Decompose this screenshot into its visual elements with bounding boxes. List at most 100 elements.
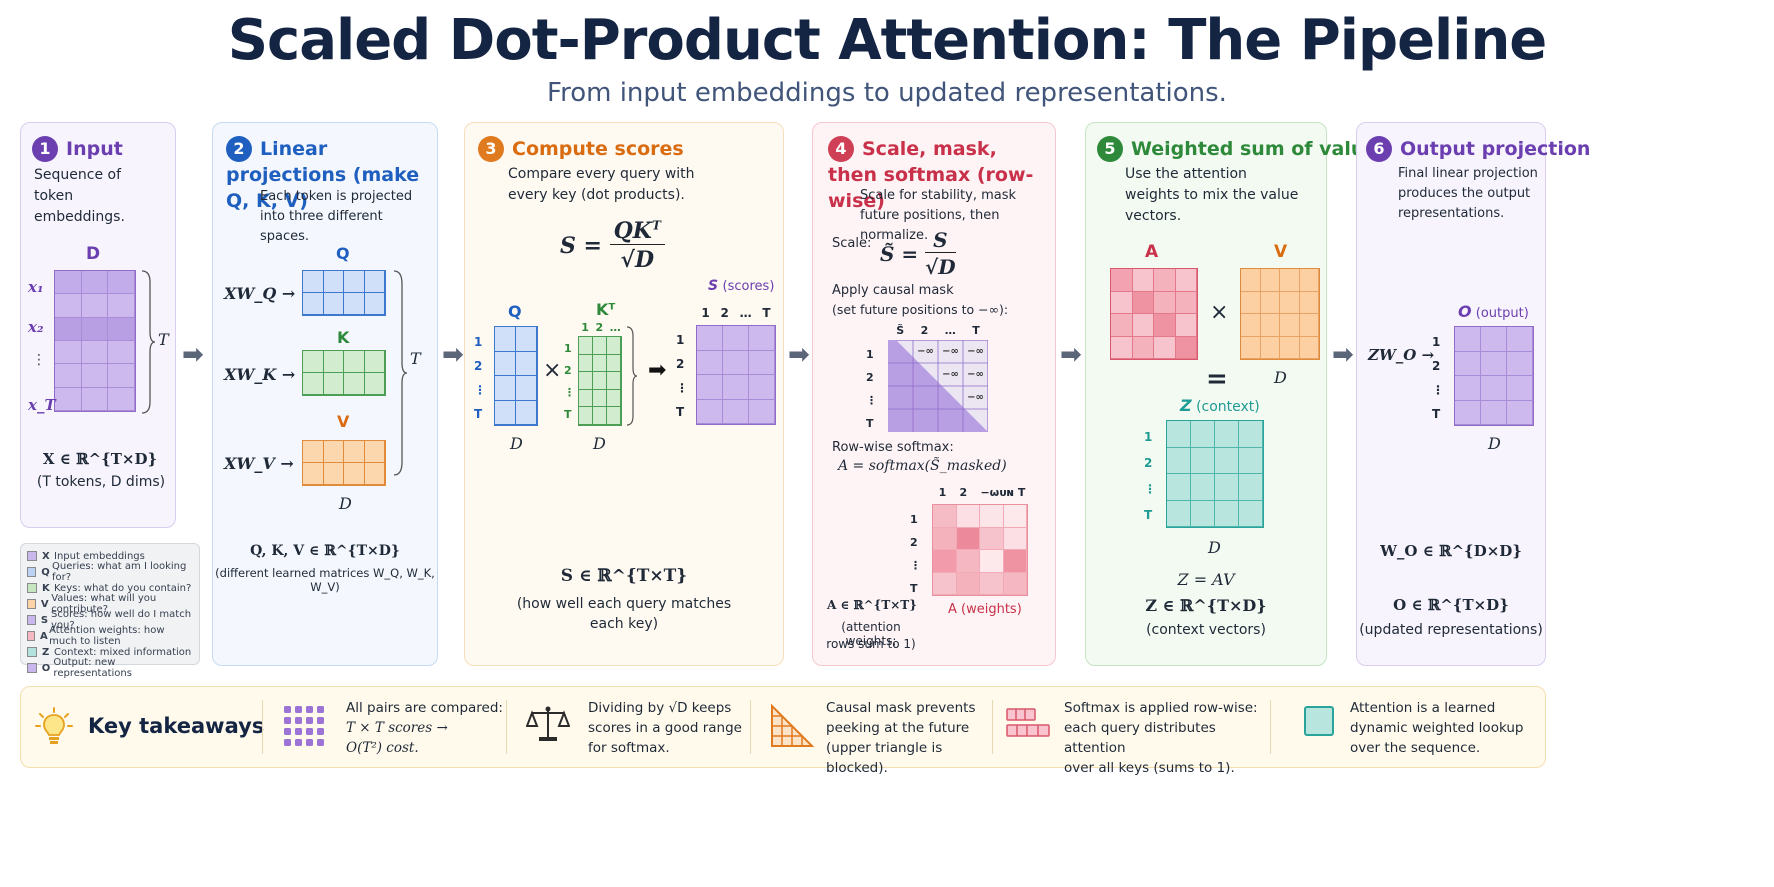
panel-title-text: Scale, mask, then softmax (row-wise) (828, 138, 1034, 212)
takeaway-item: Attention is a learned dynamic weighted l… (1350, 698, 1540, 758)
row-label: T (1432, 407, 1441, 421)
panel-description: Scale for stability, mask future positio… (860, 188, 1017, 243)
step-badge: 4 (828, 136, 854, 162)
legend-key: A (40, 630, 48, 642)
mask-title: Apply causal mask (832, 283, 954, 298)
row-label: 2 (910, 536, 918, 549)
xwq-label: XW_Q → (224, 284, 296, 303)
legend-key: O (41, 662, 51, 674)
takeaway-line: All pairs are compared: (346, 700, 503, 716)
neg-inf-cell: −∞ (967, 346, 984, 357)
panel-title-text: Compute scores (512, 138, 684, 160)
row-label: 2 (676, 357, 685, 371)
takeaway-line: scores in a good range (588, 720, 742, 736)
matrix-x (54, 270, 136, 412)
eq-den: √D (620, 247, 655, 273)
eq-stilde: S̃ = (880, 241, 926, 266)
label-o-text: O (1458, 302, 1472, 321)
panel-title: 4 Scale, mask, then softmax (row-wise) (828, 136, 1048, 214)
panel-title-text: Linear projections (make Q, K, V) (226, 138, 420, 212)
scale-equation: S̃ = S √D (880, 228, 956, 279)
times-icon: × (1210, 300, 1229, 325)
takeaway-line: Causal mask prevents (826, 700, 976, 716)
score-equation: S = QKT √D (560, 218, 665, 273)
s-note: (how well each query matches each key) (516, 596, 732, 632)
takeaway-line: dynamic weighted lookup (1350, 720, 1524, 736)
matrix-a (932, 504, 1028, 596)
matrix-z (1166, 420, 1264, 528)
row-label: T (866, 417, 874, 430)
label-s-text: S (708, 278, 719, 294)
label-q: Q (508, 302, 522, 321)
takeaway-line: Softmax is applied row-wise: (1064, 700, 1258, 716)
legend-swatch (27, 631, 36, 641)
panel-description: Compare every query with every key (dot … (508, 166, 695, 203)
row-label: ⋮ (1432, 383, 1444, 397)
xwv-label: XW_V → (224, 454, 294, 473)
divider (750, 700, 751, 754)
matrix-o (1454, 326, 1534, 426)
page-title: Scaled Dot-Product Attention: The Pipeli… (227, 8, 1548, 73)
legend-item: V Values: what will you contribute? (27, 593, 193, 615)
legend-text: Input embeddings (54, 550, 145, 562)
label-v: V (337, 412, 350, 431)
zwo-label: ZW_O → (1368, 346, 1435, 364)
row-label: T (910, 582, 918, 595)
step-badge: 5 (1097, 136, 1123, 162)
takeaway-line: O(T²) cost. (346, 740, 419, 756)
label-z-text: Z (1180, 396, 1192, 415)
mask-matrix-svg (887, 339, 989, 433)
label-o: O (output) (1458, 302, 1529, 321)
legend-key: V (40, 598, 49, 610)
takeaway-line: over the sequence. (1350, 740, 1481, 756)
row-label: 2 (1432, 359, 1441, 373)
legend-swatch (27, 567, 37, 577)
step-badge: 1 (32, 136, 58, 162)
label-o-note: (output) (1475, 306, 1529, 321)
col-label: S̃ (896, 324, 905, 337)
takeaway-item: Softmax is applied row-wise: each query d… (1064, 698, 1264, 778)
scale-label: Scale: (832, 236, 872, 251)
row-label: ⋮ (474, 383, 486, 397)
z-formula: Z ∈ ℝ^{T×D} (1145, 596, 1267, 615)
row-label: 2 (474, 359, 483, 373)
o-formula: O ∈ ℝ^{T×D} (1393, 596, 1509, 614)
mask-row-labels: 1 2 ⋮ T (866, 343, 880, 435)
col-label: … (944, 324, 956, 337)
mask-note: (set future positions to −∞): (832, 302, 1009, 317)
arrow-icon: ➡ (1060, 340, 1082, 370)
z-equation: Z = AV (1177, 570, 1235, 589)
row-label: ⋮ (1144, 482, 1156, 496)
panel-title-text: Output projection (1400, 138, 1591, 160)
legend-swatch (27, 599, 36, 609)
a-note: rows sum to 1) (826, 637, 916, 651)
dim-label-d: D (1208, 538, 1221, 557)
panel-title-text: Input (66, 138, 123, 160)
panel-description: Sequence of token embeddings. (34, 167, 125, 225)
z-note: (context vectors) (1146, 622, 1266, 638)
legend-item: Z Context: mixed information (27, 644, 193, 660)
takeaway-line: Dividing by √D keeps (588, 700, 732, 716)
s-col-labels: 1 2 … T (696, 306, 776, 320)
neg-inf-cell: −∞ (942, 369, 959, 380)
row-label: 1 (1432, 335, 1441, 349)
s-row-labels: 1 2 ⋮ T (676, 328, 688, 424)
matrix-q (302, 270, 386, 316)
arrow-icon: ➡ (442, 340, 464, 370)
eq-num: QKT (609, 218, 665, 245)
row-label: 1 (564, 342, 572, 355)
label-s: S (scores) (708, 278, 774, 294)
wo-formula: W_O ∈ ℝ^{D×D} (1380, 542, 1522, 560)
label-s-note: (scores) (722, 279, 775, 294)
qkv-formula: Q, K, V ∈ ℝ^{T×D} (250, 543, 400, 559)
neg-inf-cell: −∞ (917, 346, 934, 357)
equals-icon: = (1206, 364, 1228, 394)
legend-item: X Input embeddings (27, 548, 193, 564)
row-label: T (676, 405, 685, 419)
col-label: T (972, 324, 980, 337)
panel-description: Each token is projected into three diffe… (260, 189, 413, 244)
row-label: T (474, 407, 483, 421)
legend-item: S Scores: how well do I match you? (27, 609, 193, 631)
row-label: ⋮ (564, 386, 575, 399)
dim-label-t: T (158, 330, 169, 349)
